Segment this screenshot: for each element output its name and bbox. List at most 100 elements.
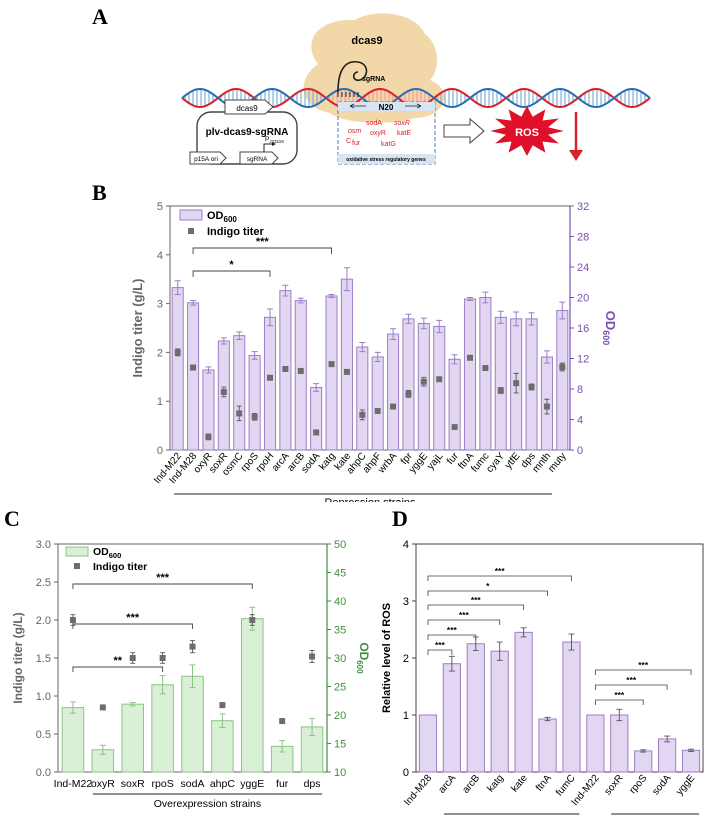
n20-label: N20 xyxy=(379,103,394,112)
od-error-bar xyxy=(297,297,304,304)
significance-label: *** xyxy=(459,610,470,620)
indigo-point xyxy=(205,433,212,440)
indigo-point xyxy=(543,403,550,410)
significance-bracket xyxy=(72,666,164,672)
indigo-point xyxy=(313,429,320,436)
od-error-bar xyxy=(236,331,243,340)
category-label: yggE xyxy=(674,773,697,798)
od-error-bar xyxy=(467,297,473,302)
od-bar xyxy=(556,309,569,451)
indigo-point xyxy=(528,384,535,391)
right-tick-label: 8 xyxy=(577,384,583,396)
significance-label: *** xyxy=(626,675,637,685)
ros-label: ROS xyxy=(515,127,539,139)
right-tick-label: 35 xyxy=(334,625,346,637)
ros-error-bar xyxy=(448,655,455,672)
od-error-bar xyxy=(313,383,320,392)
category-label: dps xyxy=(304,778,321,790)
od-bar xyxy=(211,720,234,773)
indigo-point xyxy=(190,364,197,371)
indigo-point xyxy=(497,387,504,394)
y-tick-label: 2 xyxy=(403,653,409,665)
left-tick-label: 2.5 xyxy=(36,577,51,589)
y-tick-label: 4 xyxy=(403,539,409,551)
od-error-bar xyxy=(309,717,316,737)
significance-label: *** xyxy=(156,572,170,584)
x-axis-label: Repression strains xyxy=(324,497,416,502)
od-error-bar xyxy=(559,301,566,320)
indigo-point xyxy=(189,643,196,650)
right-tick-label: 20 xyxy=(577,293,589,305)
od-error-bar xyxy=(482,291,489,304)
od-error-bar xyxy=(513,311,520,327)
significance-label: *** xyxy=(256,236,270,248)
promoter-label: PJ23119 xyxy=(265,136,284,144)
right-tick-label: 28 xyxy=(577,232,589,244)
svg-text:C: C xyxy=(346,138,351,145)
category-label: sodA xyxy=(181,778,205,790)
od-error-bar xyxy=(282,284,289,297)
od-bar xyxy=(187,302,200,451)
y-tick-label: 1 xyxy=(403,710,409,722)
significance-bracket xyxy=(427,619,501,625)
legend-indigo-swatch xyxy=(188,228,194,234)
significance-bracket xyxy=(427,649,453,655)
indigo-point xyxy=(251,413,258,420)
indigo-point xyxy=(343,368,350,375)
svg-text:fur: fur xyxy=(352,140,361,147)
right-tick-label: 32 xyxy=(577,201,589,213)
indigo-point xyxy=(513,380,520,387)
left-tick-label: 1.0 xyxy=(36,691,51,703)
ros-starburst xyxy=(490,106,564,156)
x-axis-label: Overexpression strains xyxy=(154,798,261,810)
ros-error-bar xyxy=(688,748,695,752)
significance-bracket xyxy=(427,590,548,596)
significance-label: ** xyxy=(113,655,122,667)
od-bar xyxy=(151,684,174,773)
od-error-bar xyxy=(99,744,106,755)
left-tick-label: 5 xyxy=(157,201,163,213)
od-error-bar xyxy=(251,351,258,360)
significance-label: *** xyxy=(435,640,446,650)
svg-text:osm: osm xyxy=(348,128,361,135)
target-genes: sodA soxR osm C oxyR katE fur katG xyxy=(346,120,411,148)
od-error-bar xyxy=(420,317,427,330)
panel-d-letter: D xyxy=(392,506,408,531)
sgrna-gene-arrow xyxy=(239,151,279,165)
svg-text:katG: katG xyxy=(381,141,396,148)
panel-a-letter: A xyxy=(92,4,108,29)
y-axis-right-label: OD600 xyxy=(355,642,371,674)
left-tick-label: 3 xyxy=(157,299,163,311)
od-bar xyxy=(61,707,85,773)
significance-bracket xyxy=(192,247,332,254)
sgrna-label: sgRNA xyxy=(362,76,385,83)
significance-label: *** xyxy=(126,612,140,624)
od-error-bar xyxy=(543,350,550,364)
category-label: sodA xyxy=(650,773,673,798)
svg-text:sodA: sodA xyxy=(366,120,382,127)
indigo-point xyxy=(559,364,566,371)
od-bar xyxy=(263,316,277,451)
od-error-bar xyxy=(220,337,227,345)
category-label: ahpC xyxy=(210,778,236,790)
category-label: yajL xyxy=(425,451,446,472)
indigo-point xyxy=(467,354,473,361)
y-axis-label: Relative level of ROS xyxy=(381,603,393,713)
category-label: Ind-M22 xyxy=(54,778,93,790)
ori-arrow xyxy=(189,151,227,165)
left-tick-label: 3.0 xyxy=(36,539,51,551)
indigo-point xyxy=(482,365,489,372)
indigo-point xyxy=(279,718,286,725)
dcas9-label: dcas9 xyxy=(351,35,382,47)
right-tick-label: 25 xyxy=(334,682,346,694)
indigo-point xyxy=(236,410,243,417)
indigo-point xyxy=(69,617,76,623)
right-tick-label: 15 xyxy=(334,739,346,751)
od-bar xyxy=(171,287,184,451)
legend-indigo-label: Indigo titer xyxy=(207,226,265,238)
ros-bar xyxy=(610,714,629,773)
indigo-point xyxy=(129,655,136,661)
significance-bracket xyxy=(594,699,644,705)
dna-strand-2 xyxy=(181,87,651,109)
od-bar xyxy=(402,318,415,451)
